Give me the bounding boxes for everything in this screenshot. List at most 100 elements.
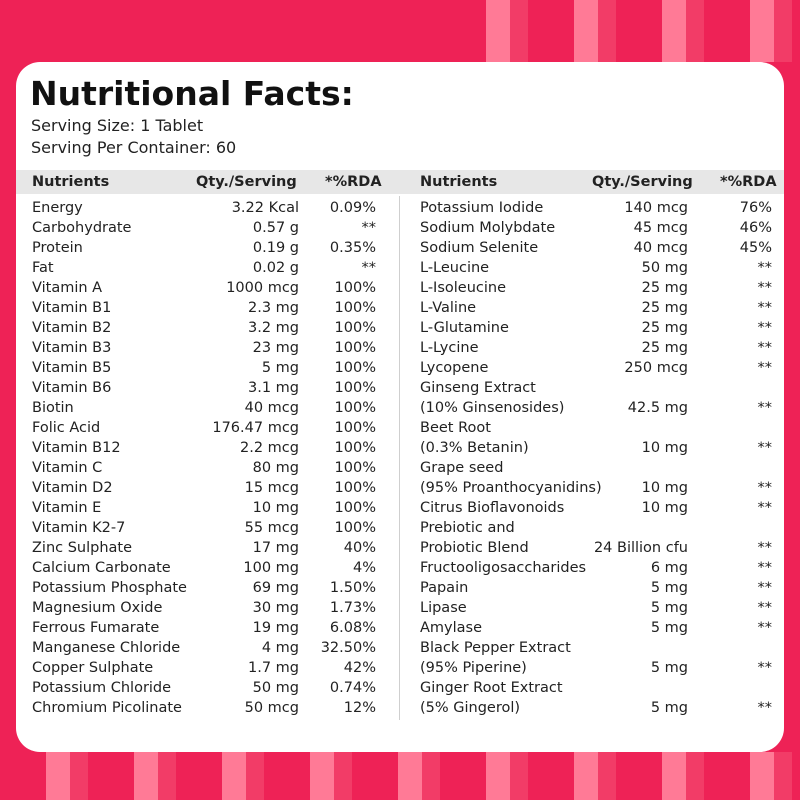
- nutrient-name: Lipase: [420, 600, 467, 616]
- nutrient-name: Potassium Iodide: [420, 200, 544, 216]
- nutrient-qty: 4 mg: [261, 640, 299, 656]
- nutrient-name: Carbohydrate: [32, 220, 132, 236]
- nutrient-rda: 4%: [352, 560, 376, 576]
- table-row: Folic Acid 176.47 mcg 100%: [16, 418, 399, 438]
- nutrient-rda: 46%: [739, 220, 772, 236]
- nutrient-name: Vitamin B3: [32, 340, 112, 356]
- nutrient-rda: 100%: [334, 440, 376, 456]
- nutrient-rda: 100%: [334, 300, 376, 316]
- table-row: Probiotic Blend 24 Billion cfu **: [400, 538, 784, 558]
- table-row: (5% Gingerol) 5 mg **: [400, 698, 784, 718]
- table-row: Grape seed: [400, 458, 784, 478]
- nutrient-qty: 5 mg: [650, 660, 688, 676]
- nutrition-card: Nutritional Facts: Serving Size: 1 Table…: [16, 62, 784, 752]
- nutrient-name: Beet Root: [420, 420, 491, 436]
- nutrient-rda: 100%: [334, 340, 376, 356]
- nutrient-rda: **: [757, 440, 773, 456]
- nutrient-rda: 0.74%: [329, 680, 376, 696]
- table-row: Fat 0.02 g **: [16, 258, 399, 278]
- nutrient-name: Sodium Selenite: [420, 240, 539, 256]
- table-row: Sodium Selenite 40 mcg 45%: [400, 238, 784, 258]
- nutrient-qty: 50 mcg: [244, 700, 299, 716]
- nutrient-rda: **: [757, 620, 773, 636]
- table-header: Nutrients Qty./Serving *%RDA Nutrients Q…: [16, 170, 784, 194]
- serving-per-container: Serving Per Container: 60: [31, 138, 237, 157]
- nutrient-qty: 176.47 mcg: [212, 420, 299, 436]
- table-row: L-Valine 25 mg **: [400, 298, 784, 318]
- table-row: Vitamin C 80 mg 100%: [16, 458, 399, 478]
- nutrient-name: Vitamin A: [32, 280, 103, 296]
- nutrient-qty: 50 mg: [252, 680, 299, 696]
- table-row: Manganese Chloride 4 mg 32.50%: [16, 638, 399, 658]
- table-row: Prebiotic and: [400, 518, 784, 538]
- nutrient-qty: 3.2 mg: [248, 320, 299, 336]
- nutrient-name: Folic Acid: [32, 420, 101, 436]
- table-row: Ginger Root Extract: [400, 678, 784, 698]
- nutrient-name: Potassium Chloride: [32, 680, 172, 696]
- nutrient-qty: 0.57 g: [252, 220, 299, 236]
- table-row: Papain 5 mg **: [400, 578, 784, 598]
- nutrient-rda: **: [757, 580, 773, 596]
- table-row: Ferrous Fumarate 19 mg 6.08%: [16, 618, 399, 638]
- nutrient-name: Vitamin C: [32, 460, 103, 476]
- table-row: Chromium Picolinate 50 mcg 12%: [16, 698, 399, 718]
- nutrient-qty: 100 mg: [243, 560, 299, 576]
- nutrient-name: Manganese Chloride: [32, 640, 181, 656]
- nutrient-qty: 55 mcg: [244, 520, 299, 536]
- nutrient-name: Ferrous Fumarate: [32, 620, 160, 636]
- nutrient-rda: **: [757, 300, 773, 316]
- nutrient-name: Ginseng Extract: [420, 380, 536, 396]
- table-row: Carbohydrate 0.57 g **: [16, 218, 399, 238]
- nutrient-rda: 100%: [334, 360, 376, 376]
- header-qty-left: Qty./Serving: [196, 174, 297, 190]
- table-row: Zinc Sulphate 17 mg 40%: [16, 538, 399, 558]
- table-row: Vitamin B6 3.1 mg 100%: [16, 378, 399, 398]
- nutrient-name: Vitamin K2-7: [32, 520, 126, 536]
- nutrient-qty: 1000 mcg: [226, 280, 299, 296]
- table-row: (0.3% Betanin) 10 mg **: [400, 438, 784, 458]
- nutrient-rda: 100%: [334, 500, 376, 516]
- header-rda-left: *%RDA: [325, 174, 382, 190]
- nutrient-name: Grape seed: [420, 460, 504, 476]
- nutrient-name: Zinc Sulphate: [32, 540, 133, 556]
- nutrient-name: Energy: [32, 200, 83, 216]
- nutrient-rda: 100%: [334, 460, 376, 476]
- nutrient-name: Potassium Phosphate: [32, 580, 187, 596]
- table-row: Lipase 5 mg **: [400, 598, 784, 618]
- table-row: Vitamin B1 2.3 mg 100%: [16, 298, 399, 318]
- table-row: Potassium Phosphate 69 mg 1.50%: [16, 578, 399, 598]
- nutrient-qty: 25 mg: [641, 340, 688, 356]
- nutrient-rda: 42%: [343, 660, 376, 676]
- nutrient-name: (95% Piperine): [420, 660, 527, 676]
- nutrient-qty: 25 mg: [641, 280, 688, 296]
- nutrient-name: Chromium Picolinate: [32, 700, 182, 716]
- nutrient-qty: 5 mg: [650, 600, 688, 616]
- nutrient-rda: 100%: [334, 380, 376, 396]
- table-row: Biotin 40 mcg 100%: [16, 398, 399, 418]
- nutrient-name: Prebiotic and: [420, 520, 515, 536]
- nutrient-qty: 40 mcg: [633, 240, 688, 256]
- nutrient-rda: **: [757, 560, 773, 576]
- nutrient-name: Black Pepper Extract: [420, 640, 571, 656]
- nutrient-rda: **: [361, 260, 377, 276]
- nutrient-name: L-Valine: [420, 300, 477, 316]
- nutrient-rda: **: [757, 500, 773, 516]
- nutrient-rda: **: [361, 220, 377, 236]
- table-row: Potassium Chloride 50 mg 0.74%: [16, 678, 399, 698]
- nutrient-rda: 40%: [343, 540, 376, 556]
- nutrient-qty: 3.22 Kcal: [231, 200, 299, 216]
- nutrient-qty: 40 mcg: [244, 400, 299, 416]
- nutrient-name: (0.3% Betanin): [420, 440, 529, 456]
- nutrient-qty: 23 mg: [252, 340, 299, 356]
- nutrient-name: Protein: [32, 240, 83, 256]
- nutrient-qty: 24 Billion cfu: [593, 540, 688, 556]
- nutrient-name: Biotin: [32, 400, 74, 416]
- nutrient-name: Vitamin B5: [32, 360, 112, 376]
- table-row: Potassium Iodide 140 mcg 76%: [400, 198, 784, 218]
- nutrient-rda: **: [757, 600, 773, 616]
- table-row: Vitamin K2-7 55 mcg 100%: [16, 518, 399, 538]
- nutrient-qty: 10 mg: [641, 440, 688, 456]
- table-row: Lycopene 250 mcg **: [400, 358, 784, 378]
- nutrient-rda: 32.50%: [320, 640, 376, 656]
